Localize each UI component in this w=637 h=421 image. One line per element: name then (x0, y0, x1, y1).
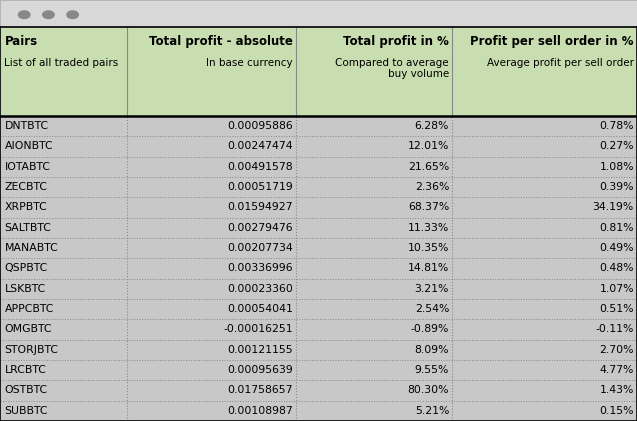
Text: APPCBTC: APPCBTC (4, 304, 54, 314)
Text: 14.81%: 14.81% (408, 264, 449, 274)
Text: 0.00108987: 0.00108987 (227, 406, 293, 416)
Text: 0.15%: 0.15% (599, 406, 634, 416)
Text: 0.00121155: 0.00121155 (227, 345, 293, 355)
Text: 0.49%: 0.49% (599, 243, 634, 253)
Text: -0.00016251: -0.00016251 (224, 325, 293, 334)
Text: 5.21%: 5.21% (415, 406, 449, 416)
Text: 0.00051719: 0.00051719 (227, 182, 293, 192)
Text: LSKBTC: LSKBTC (4, 284, 46, 294)
Text: STORJBTC: STORJBTC (4, 345, 59, 355)
Text: List of all traded pairs: List of all traded pairs (4, 58, 118, 68)
Text: XRPBTC: XRPBTC (4, 203, 47, 213)
Text: 12.01%: 12.01% (408, 141, 449, 152)
Text: Pairs: Pairs (4, 35, 38, 48)
Text: 0.78%: 0.78% (599, 121, 634, 131)
Text: 1.07%: 1.07% (599, 284, 634, 294)
Text: OMGBTC: OMGBTC (4, 325, 52, 334)
Text: SUBBTC: SUBBTC (4, 406, 48, 416)
Text: 0.01594927: 0.01594927 (227, 203, 293, 213)
Text: Total profit in %: Total profit in % (343, 35, 449, 48)
Text: Compared to average
buy volume: Compared to average buy volume (336, 58, 449, 79)
Text: 2.36%: 2.36% (415, 182, 449, 192)
Text: 9.55%: 9.55% (415, 365, 449, 375)
Text: Average profit per sell order: Average profit per sell order (487, 58, 634, 68)
Text: -0.11%: -0.11% (596, 325, 634, 334)
Text: IOTABTC: IOTABTC (4, 162, 50, 172)
Text: 34.19%: 34.19% (592, 203, 634, 213)
Text: 4.77%: 4.77% (599, 365, 634, 375)
Text: 0.01758657: 0.01758657 (227, 386, 293, 395)
Text: 21.65%: 21.65% (408, 162, 449, 172)
Text: 11.33%: 11.33% (408, 223, 449, 233)
Text: ZECBTC: ZECBTC (4, 182, 48, 192)
Text: 2.54%: 2.54% (415, 304, 449, 314)
Text: 2.70%: 2.70% (599, 345, 634, 355)
Text: 0.00279476: 0.00279476 (227, 223, 293, 233)
Text: QSPBTC: QSPBTC (4, 264, 48, 274)
Text: 1.08%: 1.08% (599, 162, 634, 172)
Text: 0.00054041: 0.00054041 (227, 304, 293, 314)
Circle shape (18, 11, 30, 19)
Text: 80.30%: 80.30% (408, 386, 449, 395)
Text: 0.27%: 0.27% (599, 141, 634, 152)
Text: 0.51%: 0.51% (599, 304, 634, 314)
Text: MANABTC: MANABTC (4, 243, 58, 253)
Text: 10.35%: 10.35% (408, 243, 449, 253)
Text: 0.00095639: 0.00095639 (227, 365, 293, 375)
Text: 0.39%: 0.39% (599, 182, 634, 192)
Text: 1.43%: 1.43% (599, 386, 634, 395)
Text: 0.00247474: 0.00247474 (227, 141, 293, 152)
Circle shape (43, 11, 54, 19)
Text: SALTBTC: SALTBTC (4, 223, 52, 233)
Text: 68.37%: 68.37% (408, 203, 449, 213)
Text: -0.89%: -0.89% (411, 325, 449, 334)
Circle shape (67, 11, 78, 19)
Text: LRCBTC: LRCBTC (4, 365, 47, 375)
Text: 0.81%: 0.81% (599, 223, 634, 233)
Text: 6.28%: 6.28% (415, 121, 449, 131)
Text: 3.21%: 3.21% (415, 284, 449, 294)
Text: 0.00095886: 0.00095886 (227, 121, 293, 131)
Text: 0.00207734: 0.00207734 (227, 243, 293, 253)
FancyBboxPatch shape (0, 27, 637, 116)
Text: 0.00491578: 0.00491578 (227, 162, 293, 172)
FancyBboxPatch shape (0, 0, 637, 27)
Text: 0.48%: 0.48% (599, 264, 634, 274)
Text: OSTBTC: OSTBTC (4, 386, 48, 395)
Text: 0.00023360: 0.00023360 (227, 284, 293, 294)
Text: 8.09%: 8.09% (415, 345, 449, 355)
Text: Profit per sell order in %: Profit per sell order in % (470, 35, 634, 48)
Text: In base currency: In base currency (206, 58, 293, 68)
Text: AIONBTC: AIONBTC (4, 141, 53, 152)
Text: Total profit - absolute: Total profit - absolute (149, 35, 293, 48)
Text: DNTBTC: DNTBTC (4, 121, 48, 131)
Text: 0.00336996: 0.00336996 (227, 264, 293, 274)
